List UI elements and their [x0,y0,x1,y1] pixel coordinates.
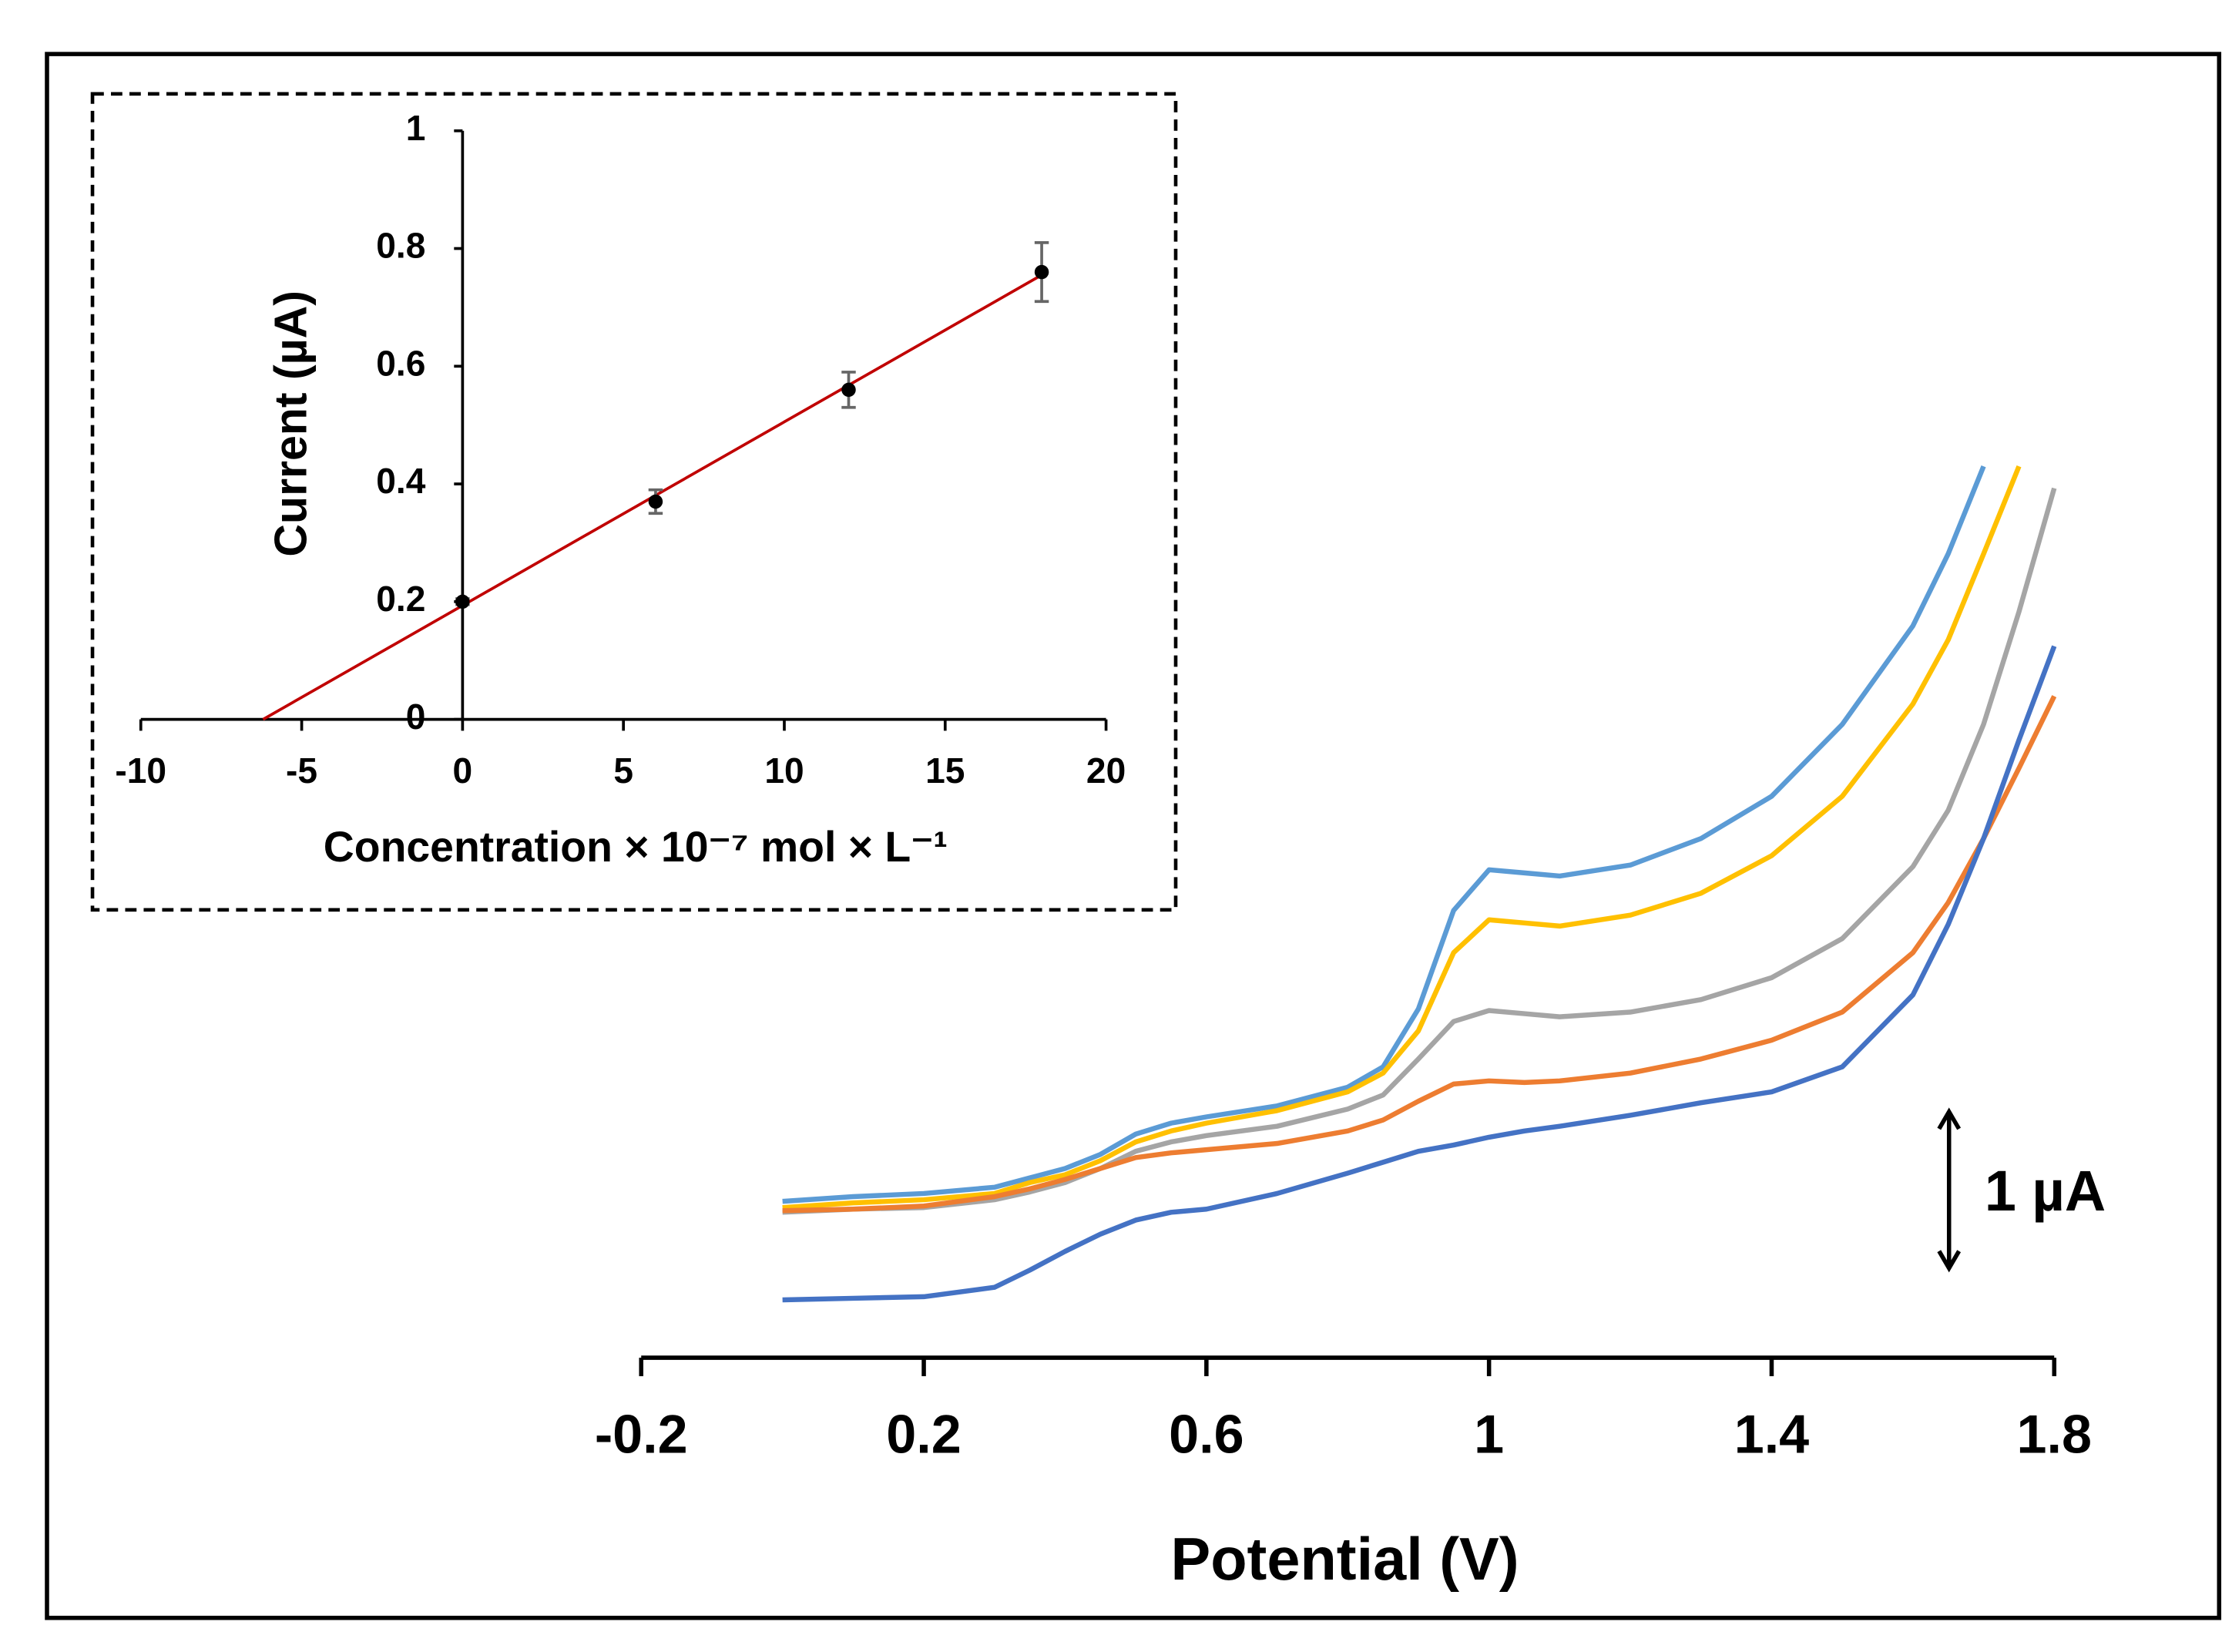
x-tick-label: 0.6 [1169,1405,1244,1465]
inset-x-axis-label: Concentration × 10⁻⁷ mol × L⁻¹ [324,823,948,871]
scale-bar-label: 1 µA [1985,1159,2106,1223]
x-tick-label: -5 [286,750,317,791]
curve [782,465,2022,1210]
x-tick-label: 10 [764,750,804,791]
curve [782,465,1986,1204]
y-tick-label: 1 [406,108,426,148]
curve [782,695,2057,1214]
y-tick-label: 0.6 [376,343,425,383]
x-tick-label: 20 [1086,750,1126,791]
frame [45,52,2222,1620]
x-tick-label: 1 [1474,1405,1504,1465]
x-tick-label: 5 [613,750,633,791]
x-tick-label: 0 [453,750,473,791]
x-tick-label: 1.8 [2017,1405,2092,1465]
x-axis-label: Potential (V) [1171,1526,1519,1593]
x-tick-label: 1.4 [1734,1405,1809,1465]
y-tick-label: 0.2 [376,579,425,619]
x-tick-label: 0.2 [886,1405,961,1465]
y-tick-label: 0 [406,697,426,737]
data-point [455,594,470,609]
x-tick-label: -0.2 [595,1405,688,1465]
data-point [648,494,663,509]
curve [782,487,2057,1215]
x-tick-label: -10 [115,750,166,791]
inset-y-axis-label: Current (µA) [266,290,317,557]
x-tick-label: 15 [925,750,965,791]
scale-bar [1937,1107,1962,1273]
inset-frame [90,92,1178,912]
data-point [1034,264,1049,280]
y-tick-label: 0.8 [376,226,425,266]
curve [782,645,2057,1303]
data-point [841,382,856,398]
y-tick-label: 0.4 [376,461,425,501]
